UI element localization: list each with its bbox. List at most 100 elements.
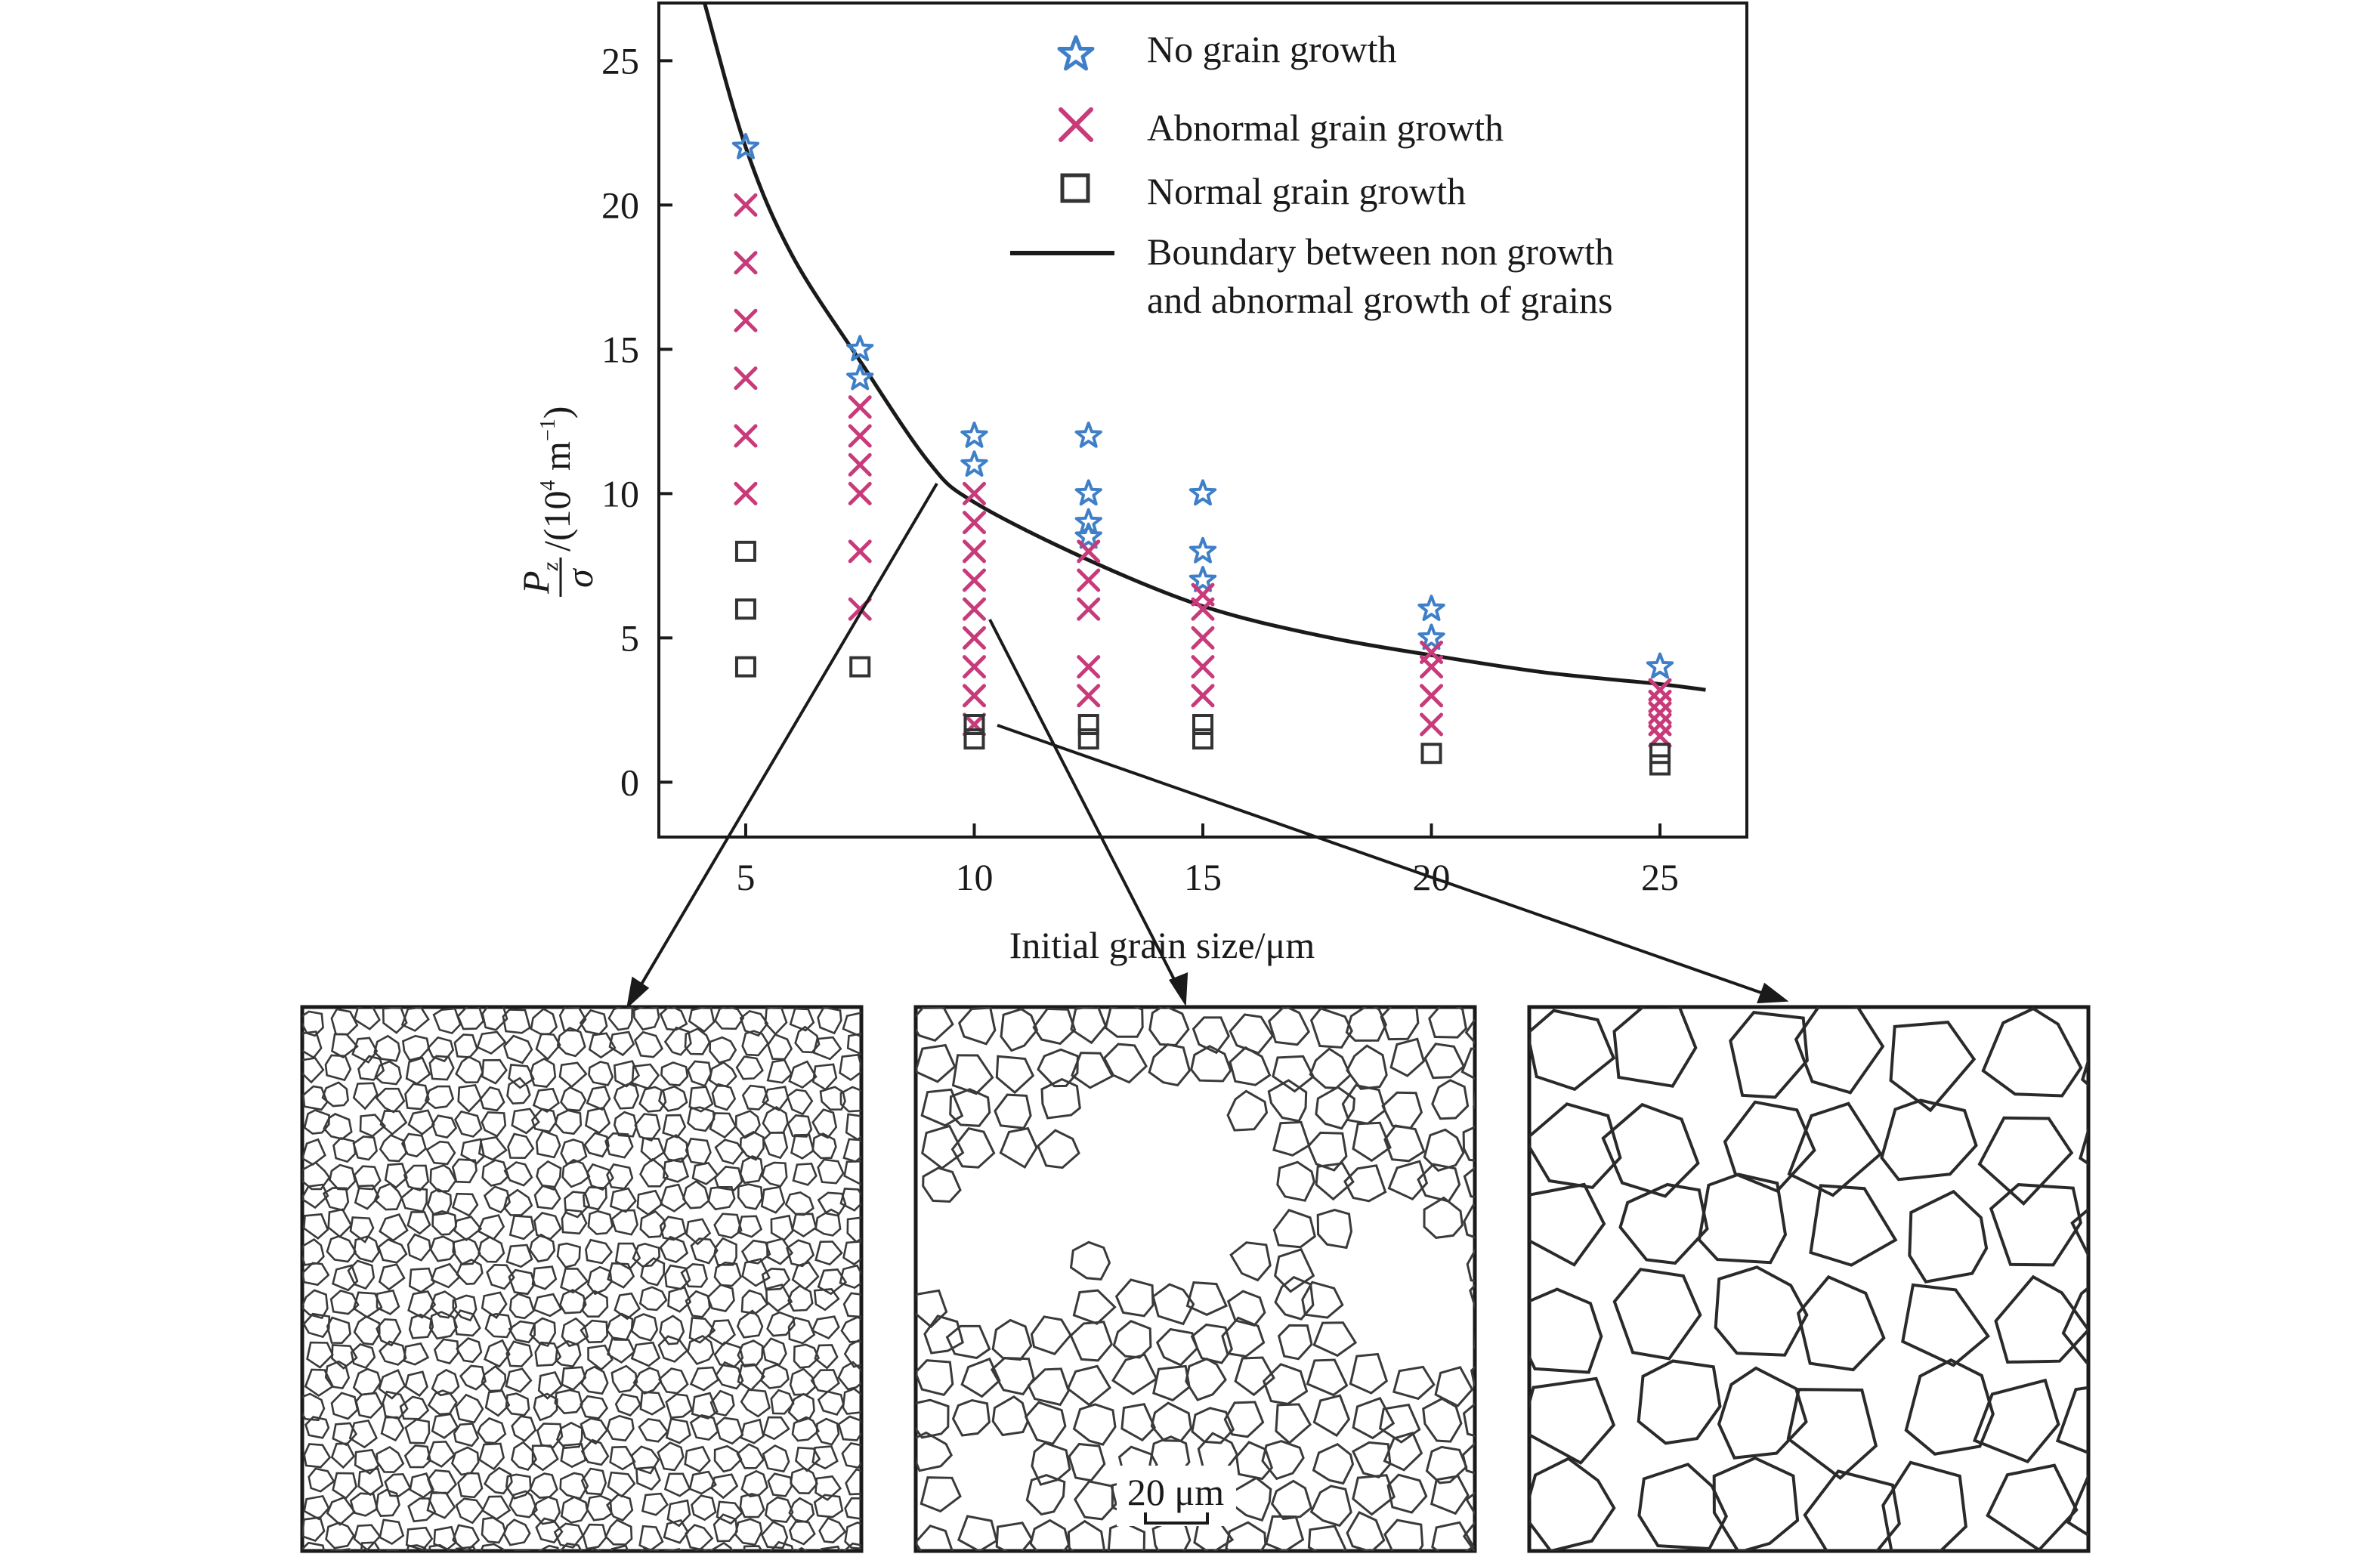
abnormal-growth-marker xyxy=(962,481,986,505)
svg-text:/(104 m−1): /(104 m−1) xyxy=(536,406,578,551)
abnormal-growth-marker xyxy=(1077,655,1101,679)
abnormal-growth-marker xyxy=(962,597,986,621)
abnormal-growth-marker xyxy=(734,366,758,391)
no-growth-marker xyxy=(1188,479,1217,506)
data-markers xyxy=(731,133,1674,776)
arrowhead-middle-icon xyxy=(1169,972,1188,1007)
no-growth-marker xyxy=(1074,522,1102,549)
abnormal-growth-marker xyxy=(848,395,872,419)
abnormal-growth-marker xyxy=(1648,724,1672,748)
y-title-numerator-sub: z xyxy=(538,561,563,571)
connector-arrow-right xyxy=(997,724,1775,999)
x-tick-label: 10 xyxy=(955,856,993,898)
normal-growth-marker xyxy=(734,598,756,620)
no-growth-marker xyxy=(731,133,760,159)
y-tick-label: 15 xyxy=(601,328,639,370)
inset-no-growth xyxy=(1527,1005,2091,1553)
y-title-suffix-unit-exp: −1 xyxy=(536,419,560,441)
y-title-denominator: σ xyxy=(558,567,601,588)
scale-label-background xyxy=(1117,1466,1236,1526)
no-growth-marker xyxy=(960,450,988,477)
x-tick-label: 5 xyxy=(736,856,755,898)
abnormal-growth-marker xyxy=(1191,597,1215,621)
normal-growth-marker xyxy=(963,728,985,750)
y-tick-label: 20 xyxy=(601,184,639,226)
y-tick-label: 5 xyxy=(620,616,639,659)
no-growth-marker xyxy=(846,335,874,362)
normal-growth-marker xyxy=(1192,714,1213,736)
abnormal-growth-marker xyxy=(1077,568,1101,592)
inset-middle-grains xyxy=(916,1007,1475,1551)
abnormal-growth-marker xyxy=(962,511,986,535)
abnormal-growth-marker xyxy=(848,481,872,505)
no-growth-marker xyxy=(1417,623,1445,650)
legend-normal-label: Normal grain growth xyxy=(1147,170,1466,212)
normal-growth-marker xyxy=(963,714,985,736)
y-title-numerator: P xyxy=(515,570,557,595)
connector-arrow-left xyxy=(633,482,938,997)
abnormal-growth-marker xyxy=(962,655,986,679)
abnormal-growth-marker xyxy=(734,481,758,505)
x-tick-label: 15 xyxy=(1184,856,1222,898)
no-growth-marker xyxy=(1074,422,1102,448)
legend-x-icon xyxy=(1059,107,1093,142)
inset-right-frame xyxy=(1527,1005,2091,1553)
abnormal-growth-marker xyxy=(734,193,758,217)
abnormal-growth-marker xyxy=(1191,655,1215,679)
y-title-suffix-close: ) xyxy=(536,406,578,419)
svg-text:Pz: Pz xyxy=(515,561,563,595)
normal-growth-marker xyxy=(1192,728,1213,750)
scale-bar-label: 20 μm xyxy=(1127,1471,1224,1513)
no-growth-marker xyxy=(1188,536,1217,564)
abnormal-growth-marker xyxy=(1420,712,1444,737)
connector-arrows xyxy=(626,482,1789,1009)
arrowhead-right-icon xyxy=(1757,982,1789,1004)
y-axis: 0 5 10 15 20 25 xyxy=(601,39,672,803)
legend-star-icon xyxy=(1057,35,1095,71)
abnormal-growth-marker xyxy=(962,626,986,650)
no-growth-marker xyxy=(1646,652,1674,679)
no-growth-marker xyxy=(846,363,874,391)
abnormal-growth-marker xyxy=(734,251,758,275)
legend-abnormal-label: Abnormal grain growth xyxy=(1147,107,1504,149)
normal-growth-marker xyxy=(1649,754,1671,776)
x-axis-title: Initial grain size/μm xyxy=(1009,924,1315,966)
abnormal-growth-marker xyxy=(962,684,986,708)
arrowhead-left-icon xyxy=(626,976,650,1009)
legend-boundary-label-1: Boundary between non growth xyxy=(1147,230,1614,273)
abnormal-growth-marker xyxy=(734,308,758,332)
abnormal-growth-marker xyxy=(1420,655,1444,679)
abnormal-growth-marker xyxy=(848,453,872,477)
normal-growth-marker xyxy=(1077,728,1099,750)
y-tick-label: 10 xyxy=(601,472,639,514)
legend-no-growth-label: No grain growth xyxy=(1147,28,1397,70)
inset-left-grains xyxy=(302,1007,861,1551)
abnormal-growth-marker xyxy=(734,424,758,448)
abnormal-growth-marker xyxy=(1191,684,1215,708)
abnormal-growth-marker xyxy=(1077,684,1101,708)
normal-growth-marker xyxy=(849,656,871,678)
boundary-curve xyxy=(703,2,1706,692)
abnormal-growth-marker xyxy=(848,424,872,448)
abnormal-growth-marker xyxy=(848,539,872,564)
abnormal-growth-marker xyxy=(1191,626,1215,650)
normal-growth-marker xyxy=(1420,743,1442,765)
no-growth-marker xyxy=(1074,479,1102,506)
y-title-suffix-unit: m xyxy=(536,441,578,480)
x-tick-label: 25 xyxy=(1641,856,1679,898)
abnormal-growth-marker xyxy=(962,568,986,592)
y-title-suffix-exp: 4 xyxy=(536,480,560,490)
no-growth-marker xyxy=(960,422,988,448)
y-tick-label: 0 xyxy=(620,761,639,803)
scale-bar xyxy=(1144,1512,1209,1525)
no-growth-marker xyxy=(1188,566,1217,592)
abnormal-growth-marker xyxy=(1077,597,1101,621)
legend-square-icon xyxy=(1060,173,1090,203)
connector-arrow-middle xyxy=(988,619,1182,992)
y-title-suffix-open: /(10 xyxy=(536,490,578,551)
abnormal-growth-marker xyxy=(1077,539,1101,564)
inset-abnormal-growth: 20 μm xyxy=(913,1005,1477,1553)
y-tick-label: 25 xyxy=(601,39,639,82)
